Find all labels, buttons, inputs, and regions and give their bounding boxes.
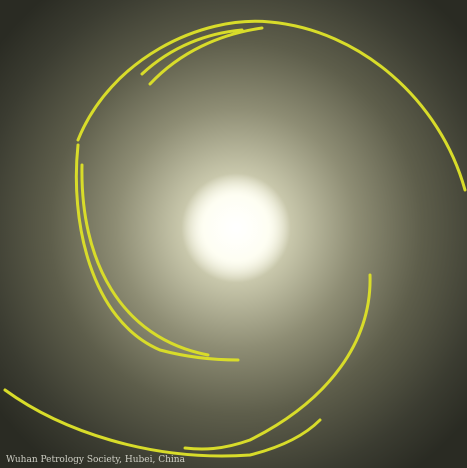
halo-photo: Wuhan Petrology Society, Hubei, China: [0, 0, 467, 468]
page: Wuhan Petrology Society, Hubei, China ((…: [0, 0, 467, 468]
photo-caption: Wuhan Petrology Society, Hubei, China: [6, 455, 186, 465]
sun: [181, 173, 291, 283]
